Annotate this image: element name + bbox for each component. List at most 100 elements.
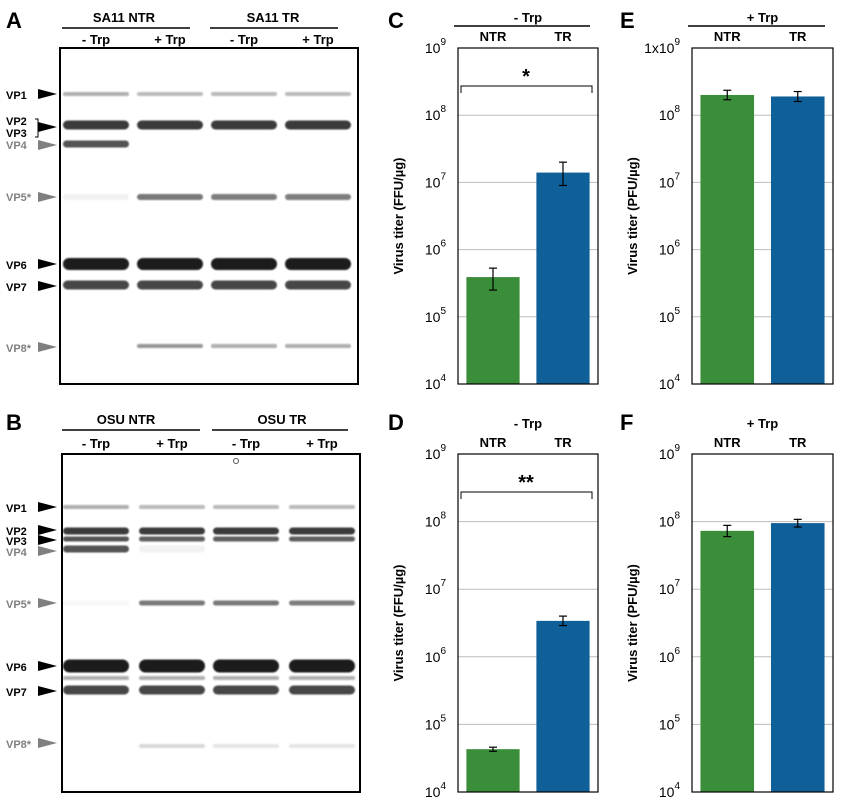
gel-band bbox=[137, 194, 203, 200]
y-tick-label: 107 bbox=[659, 171, 681, 190]
gel-band bbox=[63, 194, 129, 200]
gel-band bbox=[137, 120, 203, 130]
significance-mark: ** bbox=[518, 472, 534, 494]
chart-title: - Trp bbox=[514, 416, 542, 431]
y-tick-label: 105 bbox=[425, 713, 447, 732]
plot-frame bbox=[691, 453, 834, 793]
gel-band bbox=[211, 344, 277, 348]
y-tick-label: 108 bbox=[425, 104, 447, 123]
gel-band bbox=[63, 545, 129, 553]
band-label-vp8: VP8* bbox=[6, 343, 32, 355]
gel-band bbox=[211, 280, 277, 290]
chart-f: + Trp NTR TR 104 105 106 107 108 109 Virus titer … bbox=[625, 416, 834, 800]
panel-letter-f: F bbox=[620, 410, 633, 435]
panel-letter-e: E bbox=[620, 8, 635, 33]
y-tick-label: 105 bbox=[659, 306, 681, 325]
gel-band bbox=[289, 536, 355, 542]
significance-bracket bbox=[460, 85, 593, 93]
chart-c: - Trp NTR TR 104 105 106 107 108 109 Virus titer … bbox=[391, 10, 599, 392]
band-label-vp7: VP7 bbox=[6, 687, 27, 699]
band-label-vp5: VP5* bbox=[6, 192, 32, 204]
gel-band bbox=[285, 258, 351, 270]
gel-a-group-2: SA11 TR bbox=[247, 10, 300, 25]
y-tick-label: 108 bbox=[659, 511, 681, 530]
plot-frame bbox=[691, 47, 834, 385]
band-label-vp4: VP4 bbox=[6, 547, 28, 559]
gel-band bbox=[63, 92, 129, 96]
gel-band bbox=[211, 120, 277, 130]
chart-e: + Trp NTR TR 104 105 106 107 108 1x109 Virus tite… bbox=[625, 10, 834, 392]
gel-band bbox=[139, 659, 205, 673]
gel-band bbox=[211, 194, 277, 200]
gel-band bbox=[63, 527, 129, 535]
y-tick-label: 104 bbox=[425, 781, 447, 800]
panel-letter-a: A bbox=[6, 8, 22, 33]
gel-band bbox=[139, 744, 205, 748]
gel-band bbox=[139, 676, 205, 680]
gel-band bbox=[63, 140, 129, 148]
gel-b-group-1: OSU NTR bbox=[97, 412, 156, 427]
gel-band bbox=[289, 744, 355, 748]
band-label-vp2: VP2 bbox=[6, 116, 27, 128]
gel-band bbox=[139, 600, 205, 606]
y-tick-label: 107 bbox=[425, 171, 447, 190]
gel-band bbox=[63, 685, 129, 695]
gel-a: SA11 NTR SA11 TR - Trp + Trp - Trp + Trp… bbox=[6, 10, 359, 385]
band-label-vp1: VP1 bbox=[6, 503, 27, 515]
category-label: NTR bbox=[480, 29, 507, 44]
gel-band bbox=[139, 545, 205, 553]
y-tick-label: 109 bbox=[425, 443, 447, 462]
category-label: TR bbox=[554, 435, 572, 450]
y-axis-label: Virus titer (FFU/µg) bbox=[391, 564, 406, 681]
y-tick-label: 104 bbox=[659, 781, 681, 800]
gel-a-lane-2: + Trp bbox=[154, 32, 185, 47]
bar-tr bbox=[770, 96, 825, 384]
gel-band bbox=[137, 92, 203, 96]
band-label-vp1: VP1 bbox=[6, 90, 27, 102]
band-label-vp2: VP2 bbox=[6, 526, 27, 538]
chart-d: - Trp NTR TR 104 105 106 107 108 109 Virus titer … bbox=[391, 416, 599, 800]
gel-band bbox=[289, 676, 355, 680]
category-label: NTR bbox=[714, 435, 741, 450]
gel-b-lane-3: - Trp bbox=[232, 436, 260, 451]
chart-title: + Trp bbox=[747, 10, 778, 25]
y-tick-label: 1x109 bbox=[644, 37, 680, 56]
gel-band bbox=[213, 676, 279, 680]
gel-band bbox=[63, 659, 129, 673]
bar-tr bbox=[770, 523, 825, 792]
gel-a-frame bbox=[59, 47, 359, 385]
gel-band bbox=[63, 536, 129, 542]
gel-b-lane-1: - Trp bbox=[82, 436, 110, 451]
category-label: TR bbox=[789, 435, 807, 450]
y-tick-label: 104 bbox=[659, 373, 681, 392]
gel-band bbox=[63, 280, 129, 290]
y-tick-label: 108 bbox=[425, 511, 447, 530]
gel-band bbox=[211, 258, 277, 270]
y-tick-label: 109 bbox=[425, 37, 447, 56]
gel-band bbox=[63, 676, 129, 680]
band-label-vp8: VP8* bbox=[6, 739, 32, 751]
y-tick-label: 106 bbox=[425, 646, 447, 665]
plot-frame bbox=[457, 453, 599, 793]
band-label-vp4: VP4 bbox=[6, 140, 28, 152]
gel-b: OSU NTR OSU TR - Trp + Trp - Trp + Trp V… bbox=[6, 412, 361, 793]
gel-band bbox=[289, 659, 355, 673]
panel-letter-b: B bbox=[6, 410, 22, 435]
gel-band bbox=[139, 536, 205, 542]
gel-band bbox=[285, 120, 351, 130]
gel-band bbox=[213, 600, 279, 606]
gel-band bbox=[63, 505, 129, 509]
category-label: NTR bbox=[714, 29, 741, 44]
y-tick-label: 104 bbox=[425, 373, 447, 392]
y-tick-label: 105 bbox=[659, 713, 681, 732]
gel-a-lane-1: - Trp bbox=[82, 32, 110, 47]
y-tick-label: 107 bbox=[659, 578, 681, 597]
gel-b-bands bbox=[63, 505, 355, 748]
gel-band bbox=[139, 505, 205, 509]
gel-a-lane-3: - Trp bbox=[230, 32, 258, 47]
gel-b-frame bbox=[61, 453, 361, 793]
gel-a-group-1: SA11 NTR bbox=[93, 10, 156, 25]
gel-band bbox=[213, 536, 279, 542]
gel-a-lane-4: + Trp bbox=[302, 32, 333, 47]
